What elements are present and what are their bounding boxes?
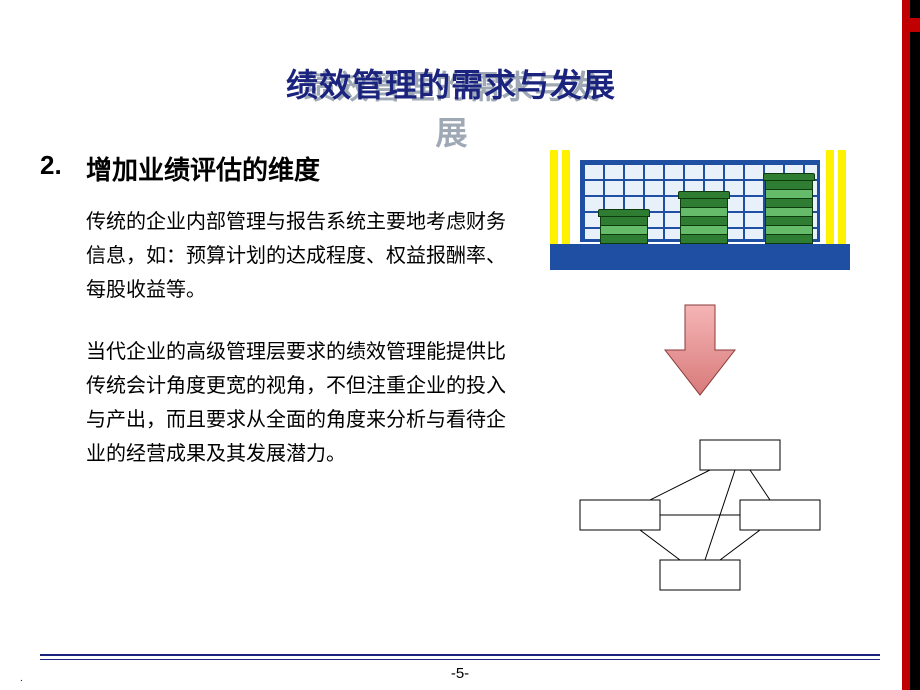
paragraph-1: 传统的企业内部管理与报告系统主要地考虑财务信息，如：预算计划的达成程度、权益报酬… [86, 205, 510, 307]
money-stack-3 [765, 173, 815, 244]
section-heading: 2. 增加业绩评估的维度 [40, 150, 510, 187]
footer-rules [40, 654, 880, 660]
accent-notch [910, 18, 920, 32]
perspective-diagram [560, 420, 840, 600]
heading-text: 增加业绩评估的维度 [86, 150, 320, 187]
slide-title-area: 绩效管理的需求与发展 绩效管理的需求与发展 [0, 60, 902, 106]
accent-black [910, 0, 920, 690]
footer-dot: . [20, 673, 23, 684]
paragraph-2: 当代企业的高级管理层要求的绩效管理能提供比传统会计角度更宽的视角，不但注重企业的… [86, 335, 510, 471]
page-number: -5- [0, 665, 920, 682]
down-arrow-icon [660, 300, 740, 400]
money-growth-illustration [550, 150, 850, 270]
money-stack-2 [680, 191, 730, 244]
slide-title: 绩效管理的需求与发展 [286, 67, 616, 103]
right-accent [902, 0, 920, 690]
heading-number: 2. [40, 150, 86, 181]
money-stack-1 [600, 209, 650, 244]
ground-bar [550, 244, 850, 270]
body-content: 2. 增加业绩评估的维度 传统的企业内部管理与报告系统主要地考虑财务信息，如：预… [40, 150, 510, 499]
accent-red [902, 0, 910, 690]
